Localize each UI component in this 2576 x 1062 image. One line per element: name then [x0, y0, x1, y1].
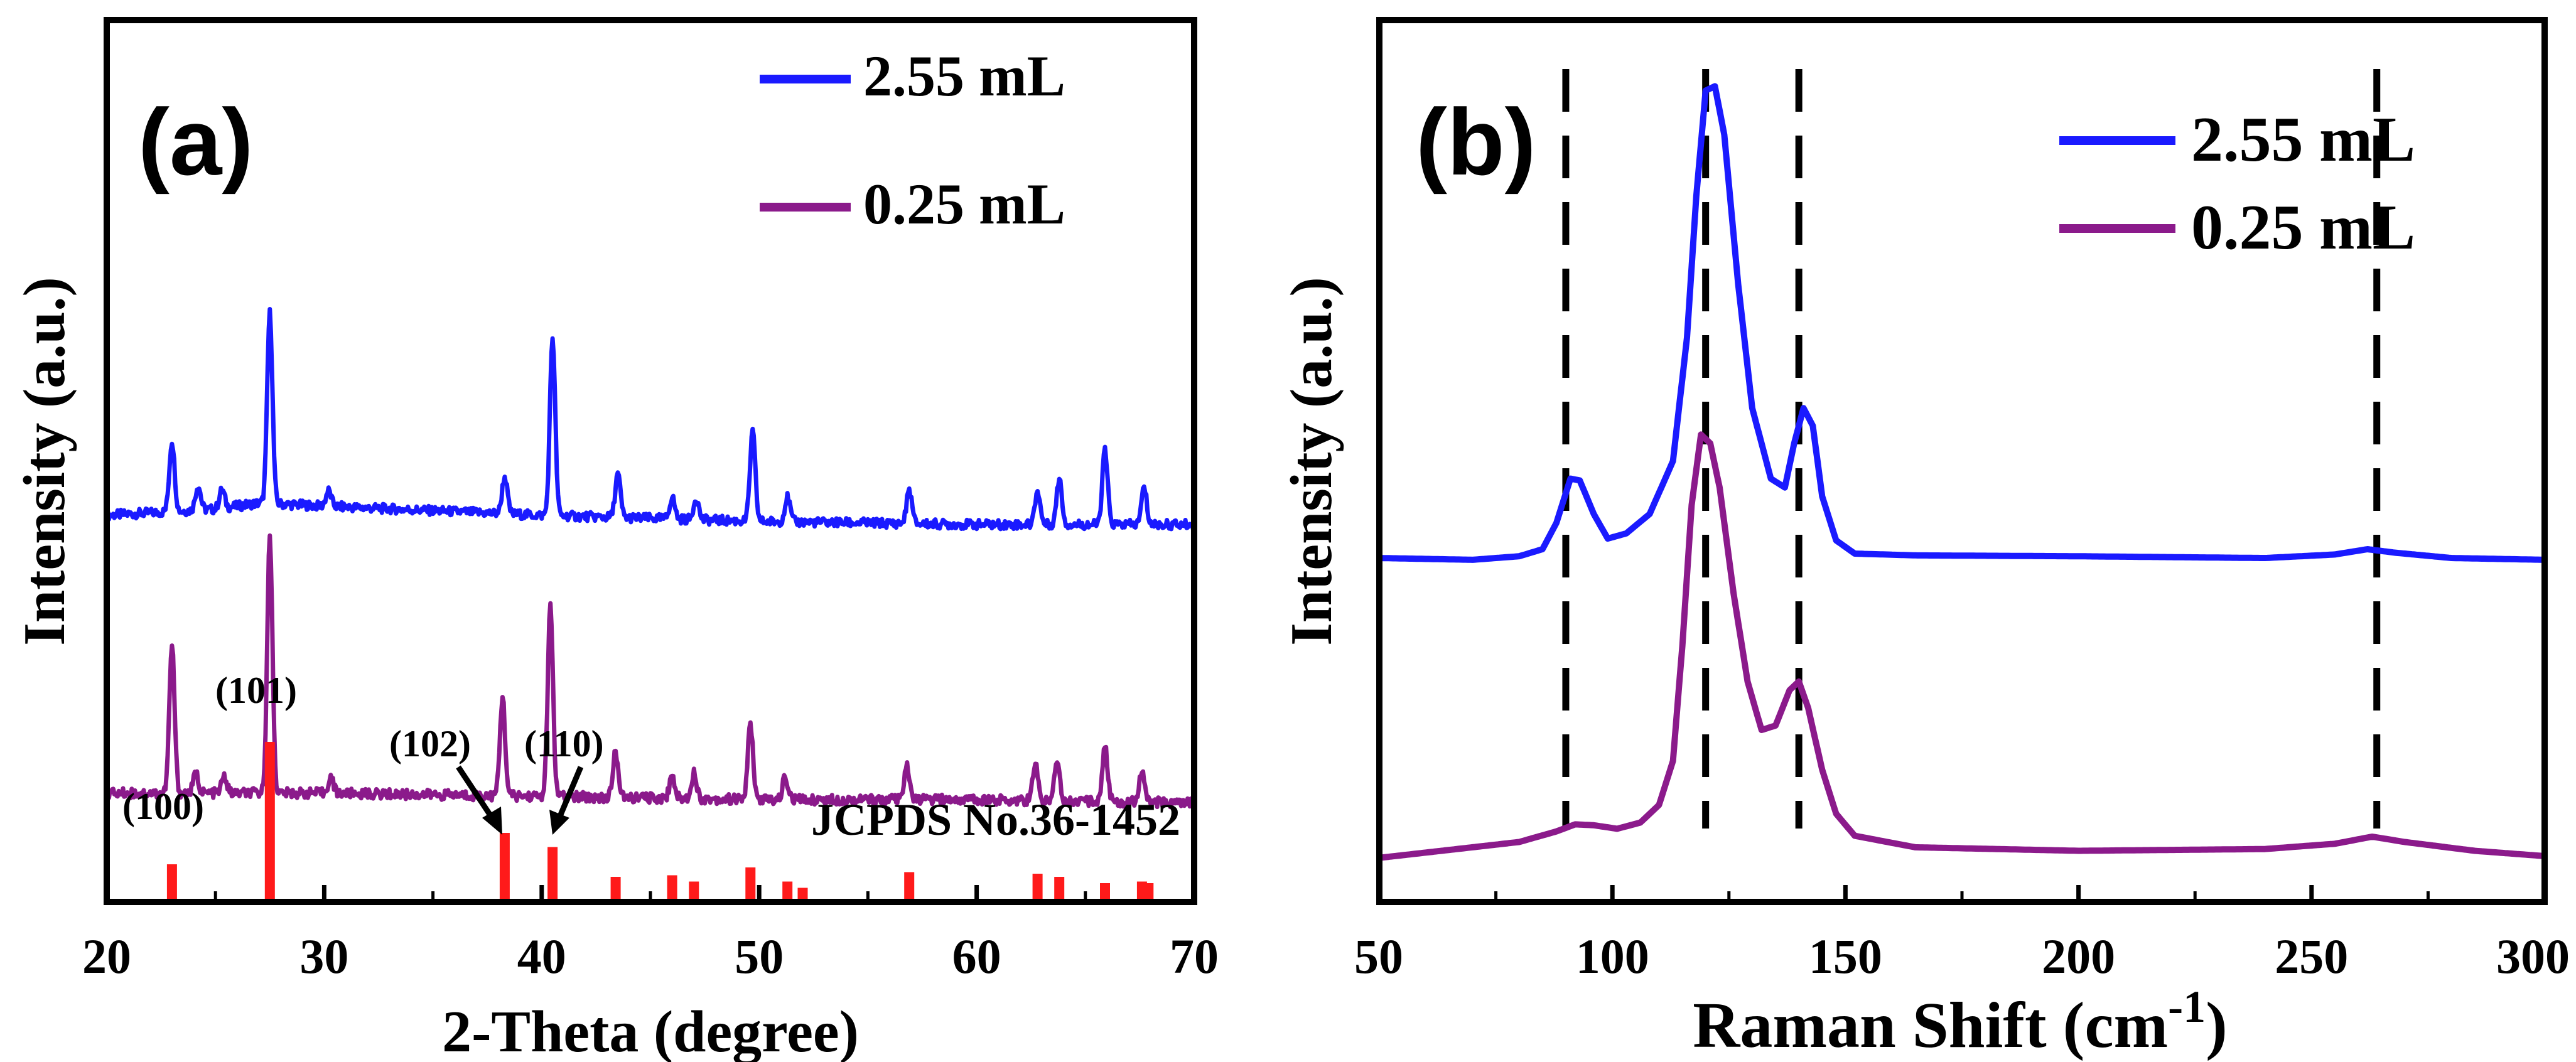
- legend-a-entry-1: 2.55 mL: [863, 44, 1065, 108]
- raman-series-2: [1378, 431, 2546, 861]
- panel-b-y-axis-title: Intensity (a.u.): [1279, 277, 1344, 646]
- hkl-110-arrowhead: [549, 810, 569, 835]
- reference-stick: [1032, 874, 1043, 899]
- panel-b-x-ticks: 50 100 150 200 250 300: [1354, 885, 2570, 984]
- reference-stick: [1100, 883, 1110, 899]
- reference-stick: [904, 872, 915, 899]
- xrd-series-1: [104, 307, 1197, 532]
- reference-stick: [499, 833, 510, 899]
- x-tick-label: 250: [2275, 929, 2348, 984]
- raman-series-1: [1378, 83, 2546, 563]
- reference-stick: [264, 742, 275, 899]
- legend-b-entry-2: 0.25 mL: [2191, 192, 2415, 263]
- hkl-110: (110): [524, 723, 604, 764]
- hkl-102-arrowhead: [482, 807, 502, 835]
- panel-b-x-axis-title: Raman Shift (cm-1): [1693, 982, 2227, 1061]
- panel-b-x-axis-title-sup: -1: [2168, 982, 2206, 1032]
- panel-a-x-ticks: 20 30 40 50 60 70: [82, 885, 1219, 984]
- panel-a-y-axis-title: Intensity (a.u.): [12, 277, 77, 646]
- reference-stick: [1143, 883, 1154, 899]
- panel-b-x-axis-title-main: Raman Shift (cm: [1693, 989, 2168, 1061]
- x-tick-label: 40: [517, 929, 566, 984]
- hkl-100: (100): [122, 786, 204, 827]
- x-tick-label: 20: [82, 929, 131, 984]
- panel-a-xrd: 20 30 40 50 60 70 (a) 2.55 mL 0.25 mL (100) (…: [12, 17, 1219, 1062]
- reference-stick: [745, 867, 756, 899]
- x-tick-label: 50: [1354, 929, 1403, 984]
- panel-b-x-axis-title-end: ): [2206, 989, 2228, 1061]
- reference-stick: [782, 881, 793, 899]
- panel-a-x-axis-title: 2-Theta (degree): [442, 999, 859, 1062]
- x-tick-label: 30: [299, 929, 348, 984]
- reference-stick: [547, 847, 558, 899]
- hkl-102-arrow: [456, 765, 495, 821]
- reference-stick: [667, 875, 677, 899]
- panel-a-label: (a): [138, 89, 253, 195]
- jcpds-label: JCPDS No.36-1452: [811, 795, 1180, 845]
- reference-stick: [797, 888, 808, 899]
- hkl-101: (101): [215, 670, 297, 711]
- legend-b-entry-1: 2.55 mL: [2191, 104, 2415, 175]
- panel-b-raman: 50 100 150 200 250 300 (b) 2.55 mL 0.25 mL Ra…: [1279, 17, 2570, 1061]
- x-tick-label: 100: [1576, 929, 1649, 984]
- x-tick-label: 50: [735, 929, 784, 984]
- hkl-102: (102): [389, 723, 471, 764]
- panel-a-reference-sticks: [166, 742, 1154, 899]
- legend-a-entry-2: 0.25 mL: [863, 172, 1065, 236]
- hkl-110-arrow: [556, 766, 584, 820]
- xrd-series-2: [105, 533, 1197, 810]
- x-tick-label: 300: [2496, 929, 2570, 984]
- panel-b-dashed-lines: [1562, 69, 2381, 829]
- panel-b-series: [1378, 83, 2546, 861]
- x-tick-label: 70: [1170, 929, 1219, 984]
- x-tick-label: 150: [1809, 929, 1882, 984]
- reference-stick: [689, 881, 699, 899]
- panel-a-series: [104, 307, 1197, 810]
- reference-stick: [1054, 877, 1065, 899]
- x-tick-label: 60: [952, 929, 1001, 984]
- panel-b-label: (b): [1416, 89, 1536, 195]
- reference-stick: [166, 864, 177, 899]
- reference-stick: [610, 877, 621, 899]
- x-tick-label: 200: [2042, 929, 2115, 984]
